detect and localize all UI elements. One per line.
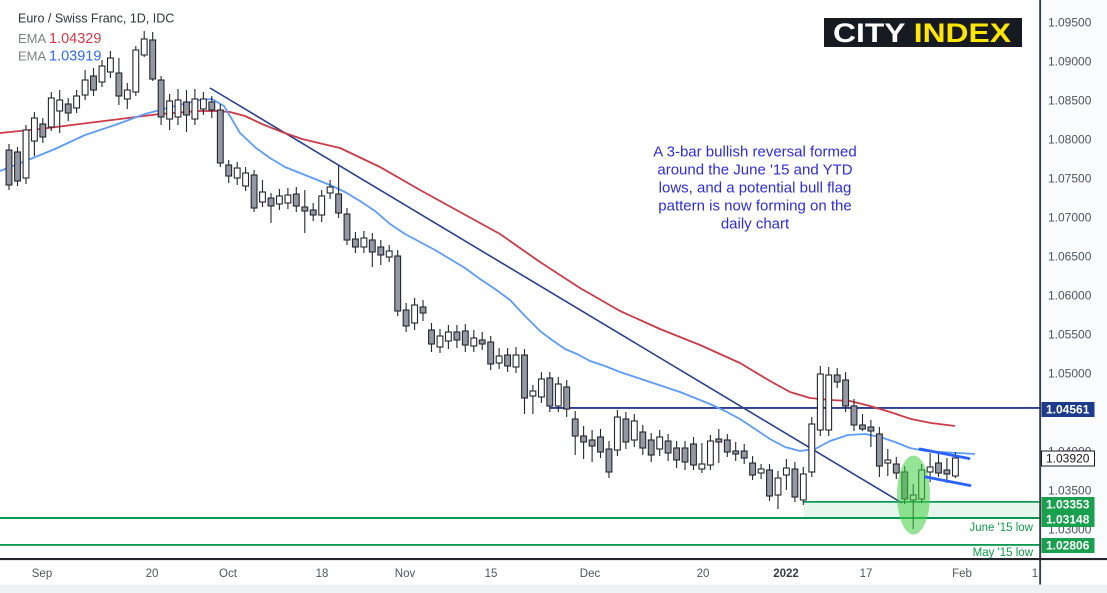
svg-text:EMA: EMA: [18, 49, 47, 64]
svg-text:20: 20: [146, 568, 159, 580]
svg-text:Dec: Dec: [580, 568, 601, 580]
svg-text:1.02806: 1.02806: [1046, 539, 1090, 553]
svg-text:1.06000: 1.06000: [1048, 289, 1092, 303]
svg-text:Nov: Nov: [395, 568, 416, 580]
svg-text:Sep: Sep: [32, 568, 52, 580]
svg-text:2022: 2022: [773, 568, 799, 580]
svg-text:lows, and a potential bull fla: lows, and a potential bull flag: [659, 180, 852, 197]
svg-text:1: 1: [1032, 568, 1038, 580]
svg-text:1.04329: 1.04329: [49, 31, 101, 47]
svg-text:1.03148: 1.03148: [1046, 513, 1090, 527]
svg-text:1.04561: 1.04561: [1046, 403, 1090, 417]
svg-text:18: 18: [316, 568, 329, 580]
svg-text:1.05500: 1.05500: [1048, 328, 1092, 342]
svg-text:1.09500: 1.09500: [1048, 16, 1092, 30]
svg-text:May '15 low: May '15 low: [973, 547, 1034, 559]
svg-text:June '15 low: June '15 low: [969, 522, 1033, 534]
svg-text:20: 20: [697, 568, 710, 580]
svg-text:A 3-bar bullish reversal forme: A 3-bar bullish reversal formed: [653, 144, 856, 161]
svg-text:17: 17: [860, 568, 873, 580]
svg-text:1.03353: 1.03353: [1046, 498, 1090, 512]
svg-text:1.07500: 1.07500: [1048, 172, 1092, 186]
svg-text:around the June '15 and YTD: around the June '15 and YTD: [657, 162, 852, 179]
svg-text:1.09000: 1.09000: [1048, 55, 1092, 69]
svg-text:daily chart: daily chart: [721, 216, 790, 233]
svg-text:Feb: Feb: [952, 568, 972, 580]
svg-text:1.03919: 1.03919: [49, 49, 101, 65]
svg-text:Oct: Oct: [219, 568, 238, 580]
svg-text:1.08000: 1.08000: [1048, 133, 1092, 147]
svg-text:1.05000: 1.05000: [1048, 367, 1092, 381]
svg-text:1.08500: 1.08500: [1048, 94, 1092, 108]
svg-text:1.03920: 1.03920: [1046, 452, 1090, 466]
svg-text:EMA: EMA: [18, 31, 47, 46]
svg-text:Euro / Swiss Franc, 1D, IDC: Euro / Swiss Franc, 1D, IDC: [18, 12, 174, 26]
svg-text:CITY INDEX: CITY INDEX: [833, 18, 1011, 48]
svg-text:1.07000: 1.07000: [1048, 211, 1092, 225]
svg-text:1.06500: 1.06500: [1048, 250, 1092, 264]
svg-text:pattern is now forming on the: pattern is now forming on the: [658, 198, 851, 215]
svg-text:1.03500: 1.03500: [1048, 484, 1092, 498]
svg-text:15: 15: [485, 568, 498, 580]
